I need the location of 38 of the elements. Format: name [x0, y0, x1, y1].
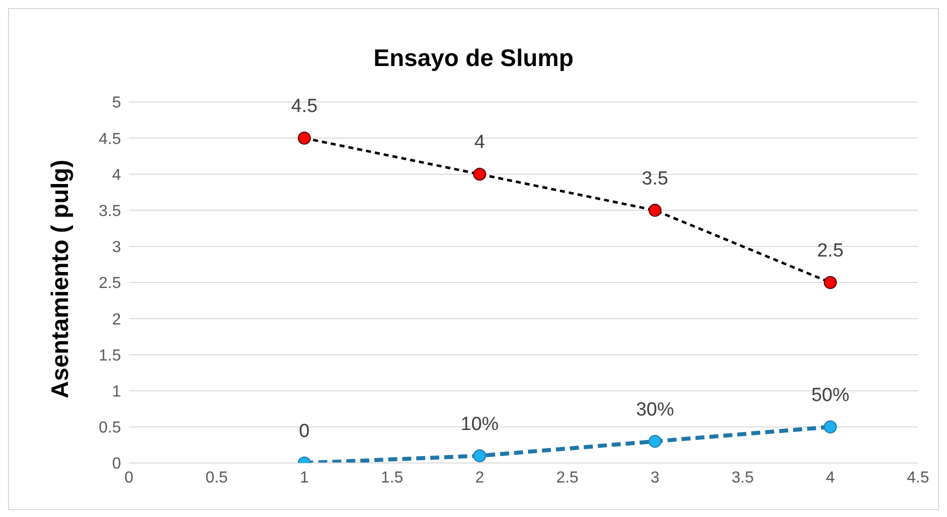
data-label: 2.5 — [817, 240, 844, 262]
x-tick-label: 3.5 — [732, 469, 754, 486]
y-tick-label: 1 — [112, 383, 122, 400]
data-label: 30% — [636, 399, 674, 420]
y-tick-label: 3 — [112, 239, 122, 256]
x-tick-label: 4.5 — [906, 469, 930, 486]
x-tick-label: 0.5 — [206, 469, 228, 486]
point — [473, 449, 486, 462]
point — [648, 434, 662, 448]
chart-title: Ensayo de Slump — [372, 45, 575, 73]
data-label: 0 — [299, 421, 310, 442]
x-tick-label: 4 — [826, 469, 835, 486]
y-tick-label: 3.5 — [98, 202, 122, 220]
x-tick-label: 1 — [300, 469, 309, 486]
point — [824, 276, 837, 289]
point — [473, 168, 486, 181]
x-tick-label: 2 — [475, 469, 484, 486]
point — [824, 420, 837, 434]
y-axis-title: Asentamiento ( pulg) — [47, 160, 75, 398]
data-label: 4.5 — [291, 96, 318, 118]
x-tick-label: 1.5 — [380, 469, 404, 486]
y-tick-label: 0.5 — [98, 420, 122, 437]
data-label: 10% — [460, 414, 499, 435]
y-tick-label: 5 — [112, 94, 122, 112]
point — [648, 204, 662, 217]
y-tick-label: 1.5 — [98, 347, 122, 364]
y-tick-label: 2.5 — [98, 275, 122, 292]
data-label: 50% — [811, 384, 850, 406]
x-tick-label: 0 — [124, 469, 134, 486]
x-tick-label: 2.5 — [556, 469, 579, 486]
data-label: 4 — [474, 132, 486, 154]
y-tick-label: 4.5 — [98, 130, 122, 148]
y-tick-label: 0 — [112, 456, 122, 473]
x-tick-label: 3 — [650, 469, 660, 486]
y-tick-label: 4 — [112, 166, 122, 184]
y-tick-label: 2 — [112, 311, 122, 328]
point — [298, 132, 311, 145]
data-label: 3.5 — [642, 168, 668, 190]
